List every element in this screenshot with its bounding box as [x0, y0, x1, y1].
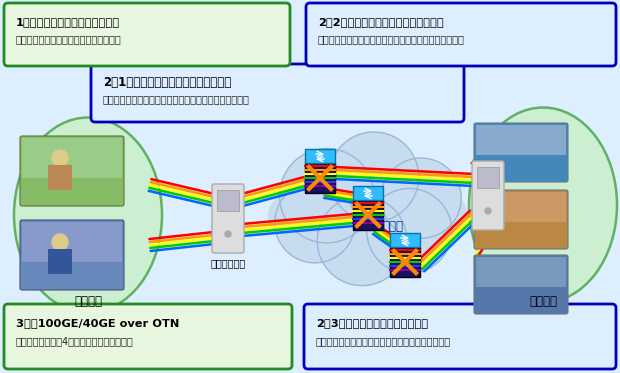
FancyBboxPatch shape: [4, 304, 292, 369]
Text: 2－1．　波長パス　アグリゲーション: 2－1． 波長パス アグリゲーション: [103, 76, 231, 89]
Circle shape: [317, 196, 407, 286]
Circle shape: [225, 231, 231, 237]
FancyBboxPatch shape: [22, 222, 122, 262]
FancyBboxPatch shape: [476, 257, 566, 287]
Text: 複数ドメインで光ノードや波長を効率的にルーティング: 複数ドメインで光ノードや波長を効率的にルーティング: [318, 34, 465, 44]
Bar: [305, 149, 335, 163]
FancyBboxPatch shape: [474, 190, 568, 249]
FancyBboxPatch shape: [304, 304, 616, 369]
Text: 国際標準化し、4波への並列展開も可能に: 国際標準化し、4波への並列展開も可能に: [16, 336, 134, 346]
Bar: [390, 233, 420, 247]
FancyBboxPatch shape: [476, 125, 566, 155]
Bar: [477, 167, 499, 188]
Text: 2－3．　多階層光スイッチノード: 2－3． 多階層光スイッチノード: [316, 318, 428, 328]
Ellipse shape: [469, 107, 617, 303]
FancyBboxPatch shape: [48, 249, 72, 274]
FancyBboxPatch shape: [22, 138, 122, 178]
Circle shape: [329, 132, 419, 222]
Text: 3．　100GE/40GE over OTN: 3． 100GE/40GE over OTN: [16, 318, 179, 328]
Text: ユーザ網: ユーザ網: [529, 295, 557, 308]
Circle shape: [381, 158, 461, 238]
Circle shape: [275, 183, 355, 263]
Circle shape: [280, 148, 374, 243]
FancyBboxPatch shape: [4, 3, 290, 66]
Text: 1．　波長数可変パケット送受信: 1． 波長数可変パケット送受信: [16, 17, 120, 27]
Bar: [217, 190, 239, 211]
FancyBboxPatch shape: [20, 136, 124, 206]
Bar: [353, 200, 383, 230]
FancyBboxPatch shape: [472, 161, 504, 230]
FancyBboxPatch shape: [91, 64, 464, 122]
Text: データフローを複数波長に自在に分割: データフローを複数波長に自在に分割: [16, 34, 122, 44]
Bar: [353, 186, 383, 200]
FancyBboxPatch shape: [474, 255, 568, 314]
Circle shape: [52, 150, 68, 166]
Text: ユーザ網: ユーザ網: [74, 295, 102, 308]
Bar: [390, 247, 420, 277]
Text: 複数波でアクセス、集約した経路を瞬時に設定・解除: 複数波でアクセス、集約した経路を瞬時に設定・解除: [103, 94, 250, 104]
Circle shape: [52, 234, 68, 250]
Text: ゲートウェイ: ゲートウェイ: [210, 258, 246, 268]
Circle shape: [485, 208, 491, 214]
Ellipse shape: [14, 117, 162, 313]
FancyBboxPatch shape: [306, 3, 616, 66]
Text: 広域網: 広域網: [383, 219, 404, 232]
Circle shape: [367, 188, 452, 273]
FancyBboxPatch shape: [48, 165, 72, 190]
FancyBboxPatch shape: [476, 192, 566, 222]
Text: 2－2．　マルチドメイン自動経路制御: 2－2． マルチドメイン自動経路制御: [318, 17, 444, 27]
FancyBboxPatch shape: [212, 184, 244, 253]
FancyBboxPatch shape: [20, 220, 124, 290]
FancyBboxPatch shape: [474, 123, 568, 182]
Bar: [305, 163, 335, 193]
Text: 複数波長を群として管理し、効率的にスイッチング: 複数波長を群として管理し、効率的にスイッチング: [316, 336, 451, 346]
Ellipse shape: [268, 171, 468, 261]
